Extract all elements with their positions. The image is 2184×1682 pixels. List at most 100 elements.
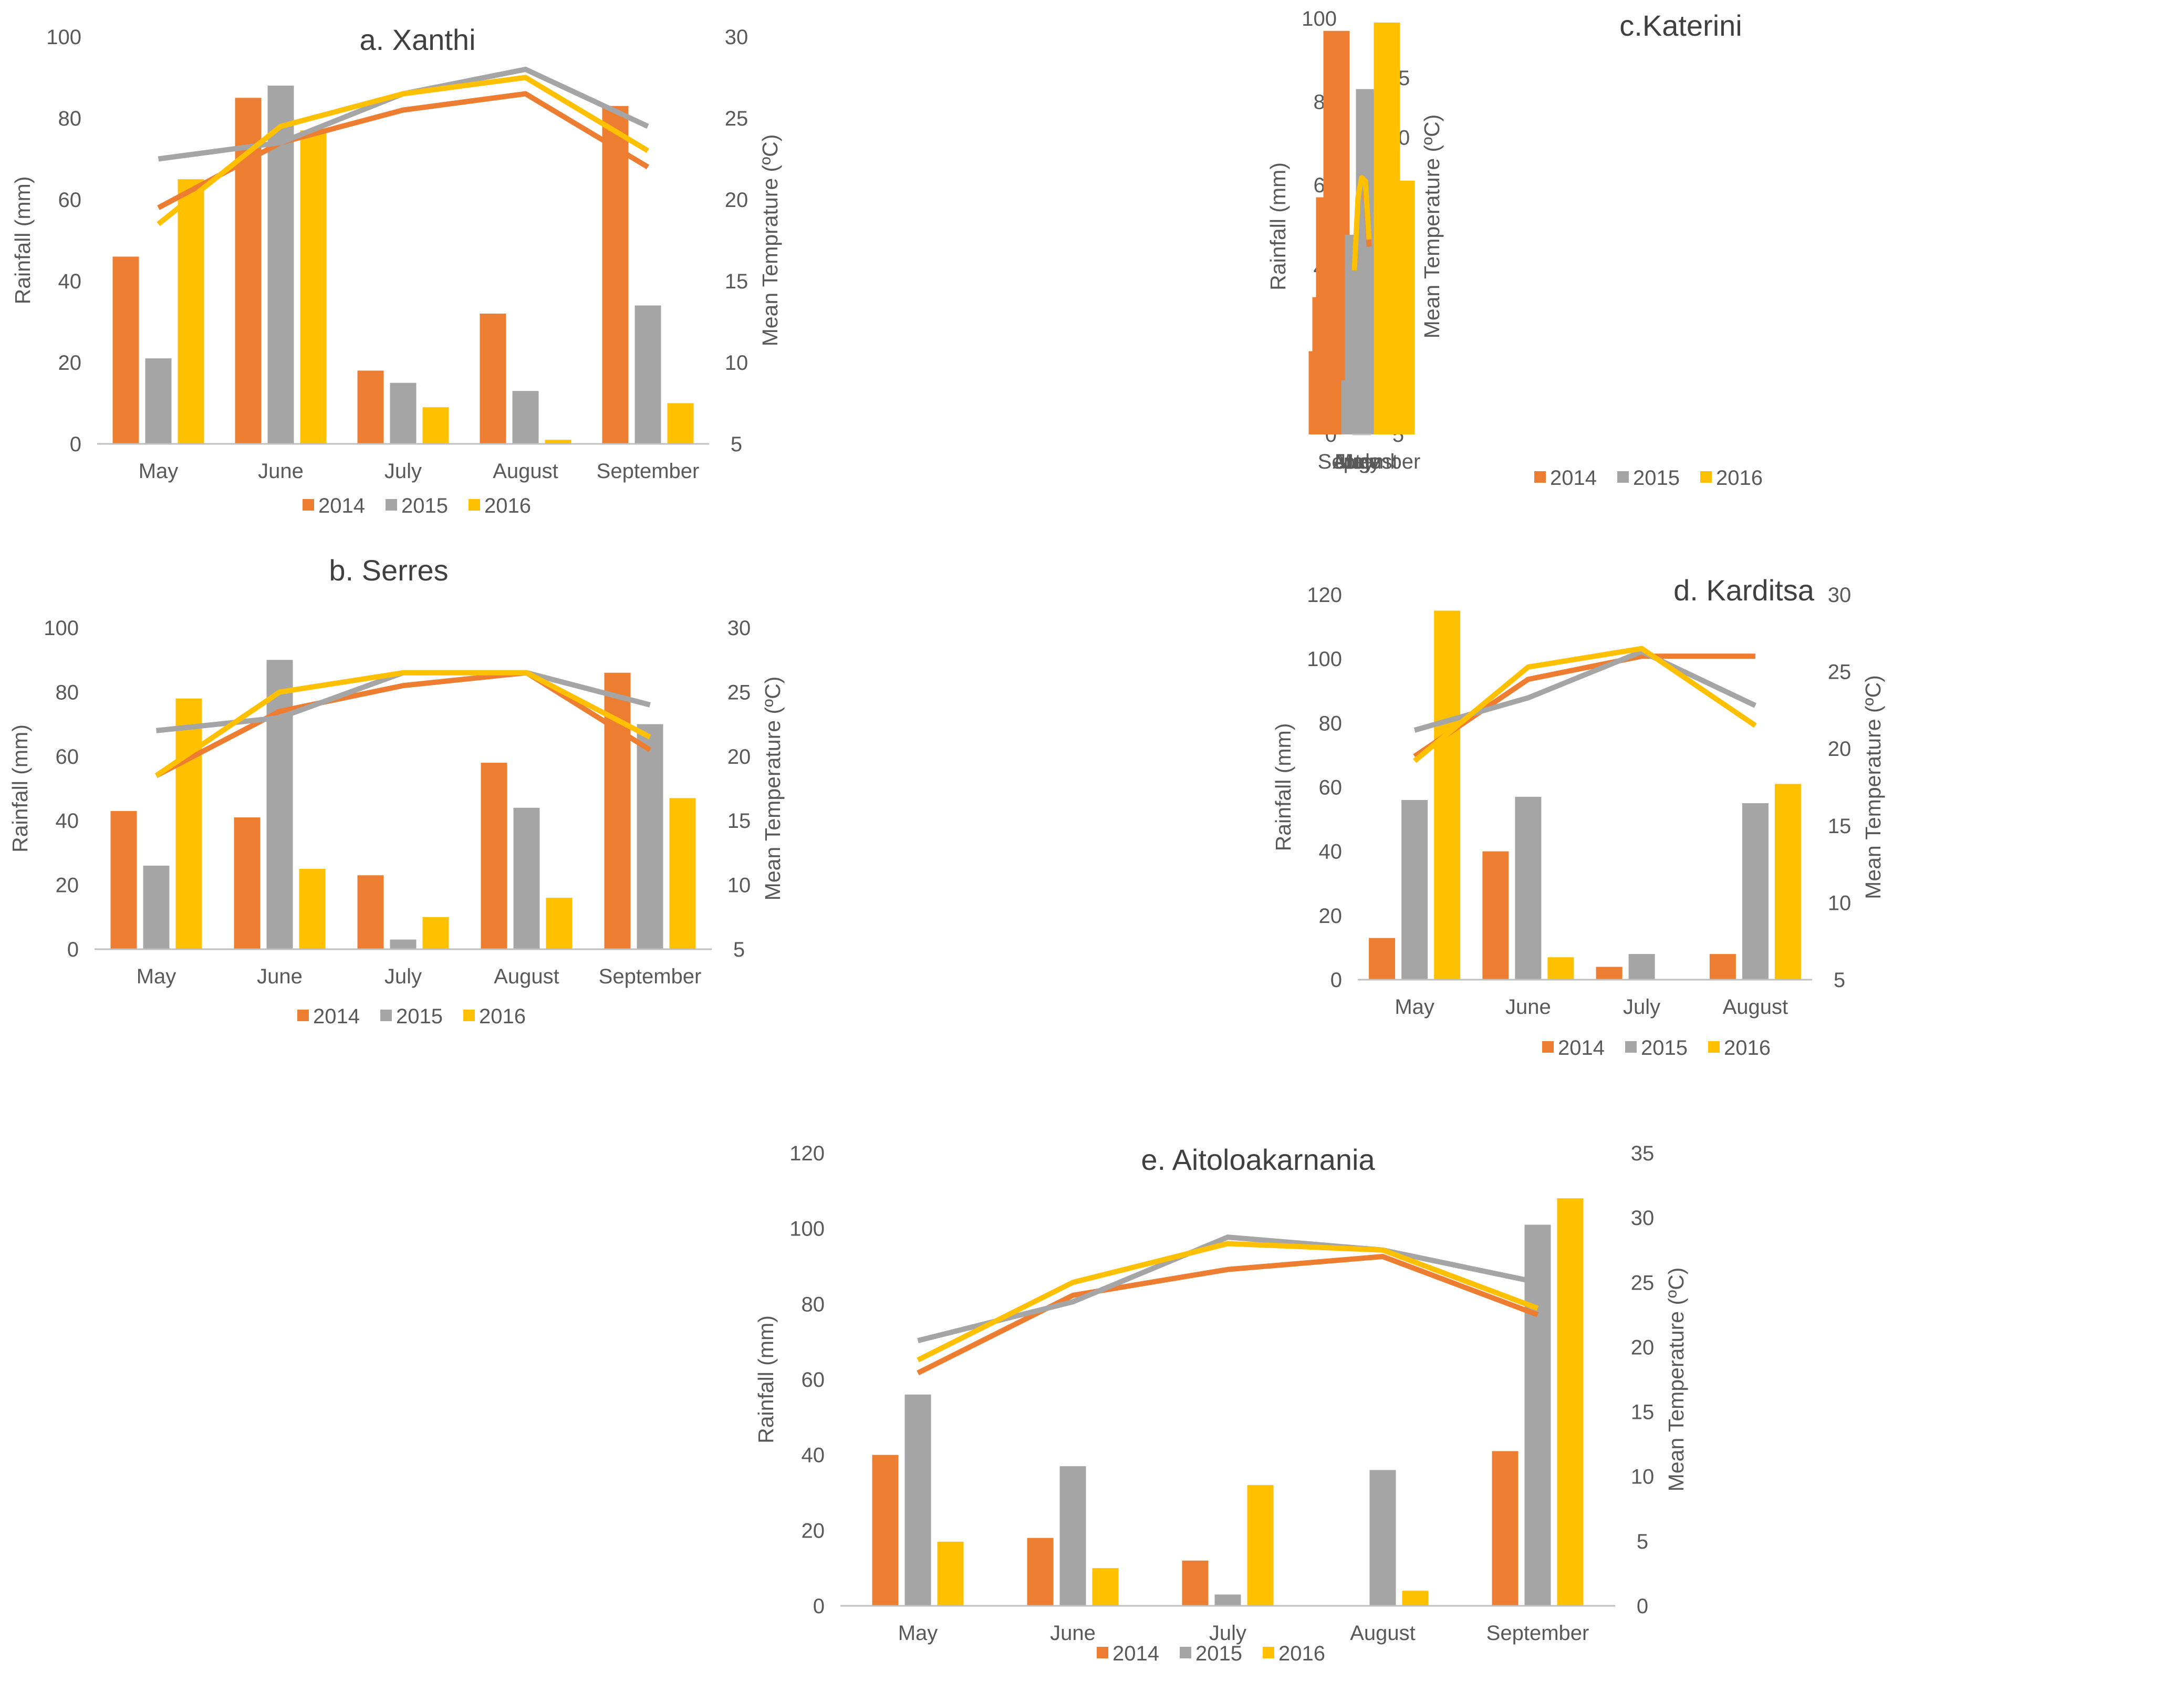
legend-label-2015: 2015 <box>1633 466 1680 490</box>
legend-swatch-2015 <box>1625 1041 1637 1053</box>
temperature-line-2014 <box>917 1254 1539 1376</box>
y2-tick-label: 20 <box>1828 738 1852 761</box>
y-tick-label: 40 <box>56 809 79 833</box>
x-tick-label: May <box>139 460 179 483</box>
y2-tick-label: 10 <box>727 874 751 897</box>
bar-aitoloakarnania-2014-september <box>1492 1451 1519 1606</box>
x-tick-label: May <box>137 965 176 988</box>
chart-title: e. Aitoloakarnania <box>1141 1143 1375 1176</box>
y-tick-label: 20 <box>802 1519 825 1542</box>
bar-serres-2016-may <box>175 698 202 949</box>
y-tick-label: 0 <box>1330 969 1342 992</box>
legend-label-2014: 2014 <box>313 1005 360 1028</box>
legend-label-2016: 2016 <box>1278 1642 1325 1665</box>
y2-tick-label: 30 <box>1828 584 1852 607</box>
y2-axis-label: Mean Temperature (ºC) <box>1861 675 1885 899</box>
panel-aitoloakarnania: e. Aitoloakarnania Rainfall (mm) Mean Te… <box>754 1142 1688 1665</box>
y2-tick-label: 5 <box>731 433 742 456</box>
bar-serres-2016-september <box>669 798 696 949</box>
legend-label-2014: 2014 <box>1558 1036 1605 1060</box>
bar-serres-2015-september <box>637 724 663 949</box>
panel-karditsa: d. Karditsa Rainfall (mm) Mean Temperatu… <box>1271 574 1885 1060</box>
y2-tick-label: 25 <box>725 107 748 130</box>
y2-tick-label: 0 <box>1637 1595 1648 1618</box>
legend-swatch-2014 <box>303 499 314 511</box>
bar-xanthi-2015-august <box>512 391 539 444</box>
bar-xanthi-2016-september <box>667 403 694 444</box>
legend-swatch-2016 <box>1700 471 1712 483</box>
bar-serres-2015-august <box>513 807 540 949</box>
x-tick-label: May <box>1395 995 1434 1019</box>
bar-xanthi-2014-september <box>602 106 629 444</box>
y-tick-label: 80 <box>56 681 79 704</box>
bar-xanthi-2014-august <box>480 314 506 444</box>
legend-swatch-2015 <box>386 499 397 511</box>
y-tick-label: 40 <box>1319 840 1343 864</box>
y2-axis-label: Mean Temperature (ºC) <box>761 677 785 901</box>
bar-karditsa-2015-june <box>1515 796 1542 980</box>
x-tick-label: June <box>257 965 303 988</box>
x-tick-label: August <box>1350 1622 1416 1645</box>
y-tick-label: 60 <box>1319 776 1343 800</box>
temperature-line-2014 <box>155 670 652 778</box>
y-tick-label: 100 <box>1302 7 1337 30</box>
temperature-line-2016 <box>154 670 651 778</box>
chart-title: c.Katerini <box>1619 9 1742 42</box>
y2-tick-label: 10 <box>725 351 748 375</box>
legend-swatch-2015 <box>1180 1647 1191 1658</box>
panel-katerini: c.Katerini Rainfall (mm) Mean Temperatur… <box>1266 7 1763 490</box>
legend-swatch-2014 <box>297 1010 309 1021</box>
y-axis-label: Rainfall (mm) <box>1266 162 1290 290</box>
bar-serres-2016-june <box>299 869 326 949</box>
legend-swatch-2014 <box>1542 1041 1554 1053</box>
y-tick-label: 20 <box>58 351 82 375</box>
legend-swatch-2015 <box>1617 471 1629 483</box>
y2-tick-label: 15 <box>1828 815 1852 838</box>
bar-aitoloakarnania-2015-july <box>1214 1594 1241 1606</box>
bar-aitoloakarnania-2016-june <box>1092 1568 1119 1606</box>
bar-karditsa-2015-may <box>1401 800 1428 980</box>
legend-label-2014: 2014 <box>1550 466 1597 490</box>
bar-aitoloakarnania-2015-september <box>1524 1224 1551 1606</box>
bar-serres-2014-may <box>110 811 137 949</box>
y-tick-label: 0 <box>813 1595 825 1618</box>
legend-swatch-2014 <box>1097 1647 1108 1658</box>
legend-swatch-2016 <box>463 1010 475 1021</box>
x-tick-label: July <box>384 965 422 988</box>
bar-xanthi-2016-august <box>545 440 571 444</box>
y-tick-label: 120 <box>789 1142 825 1165</box>
y-tick-label: 80 <box>802 1293 825 1316</box>
temperature-line-2015 <box>917 1234 1538 1343</box>
y2-axis-label: Mean Temperature (ºC) <box>1664 1268 1688 1492</box>
bar-karditsa-2016-may <box>1434 610 1461 980</box>
y-axis-label: Rainfall (mm) <box>11 176 35 305</box>
x-tick-label: June <box>1335 450 1381 473</box>
y2-tick-label: 30 <box>1631 1207 1655 1230</box>
bar-karditsa-2016-august <box>1774 784 1801 980</box>
y2-tick-label: 15 <box>1631 1401 1655 1424</box>
y2-tick-label: 15 <box>727 809 751 833</box>
bar-serres-2014-august <box>481 763 507 949</box>
y2-tick-label: 5 <box>1834 969 1845 992</box>
chart-title: b. Serres <box>329 554 448 587</box>
chart-title: d. Karditsa <box>1673 574 1815 607</box>
bar-xanthi-2014-may <box>112 256 139 444</box>
x-tick-label: August <box>1333 450 1398 473</box>
y2-axis-label: Mean Temprature (ºC) <box>758 134 782 347</box>
bar-serres-2015-june <box>266 660 293 949</box>
y2-tick-label: 30 <box>725 26 748 49</box>
y-tick-label: 60 <box>802 1368 825 1392</box>
y2-tick-label: 15 <box>725 270 748 293</box>
y2-tick-label: 10 <box>1631 1466 1655 1489</box>
temperature-line-2016 <box>917 1241 1539 1363</box>
y-tick-label: 60 <box>58 189 82 212</box>
y2-tick-label: 10 <box>1828 891 1852 915</box>
bar-aitoloakarnania-2015-june <box>1059 1466 1086 1606</box>
legend-label-2016: 2016 <box>484 494 531 517</box>
legend-swatch-2016 <box>469 499 480 511</box>
x-tick-label: May <box>1335 450 1375 473</box>
legend-swatch-2014 <box>1534 471 1546 483</box>
bar-xanthi-2016-june <box>300 130 327 444</box>
x-tick-label: August <box>493 460 558 483</box>
